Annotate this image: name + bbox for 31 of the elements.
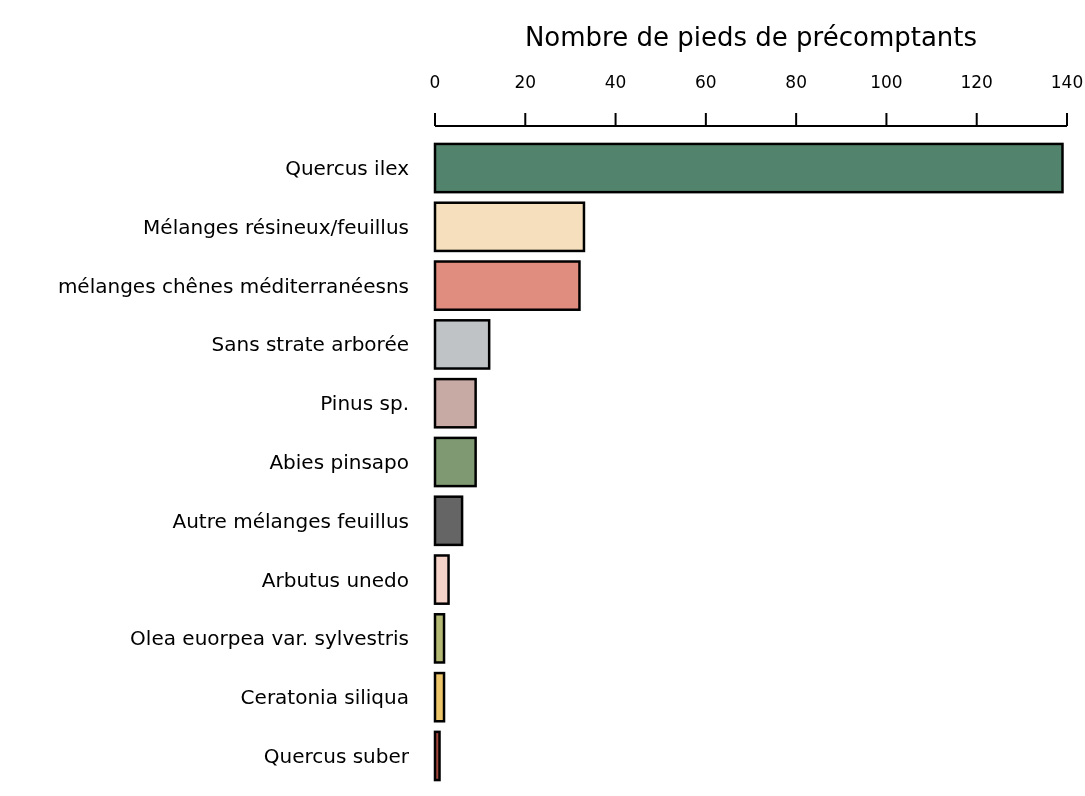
- x-tick-label: 120: [960, 72, 993, 92]
- y-tick-label: Pinus sp.: [320, 391, 409, 416]
- bar: [433, 260, 581, 311]
- y-tick-label: Quercus ilex: [285, 156, 410, 181]
- x-tick-label: 60: [695, 72, 717, 92]
- y-tick-label: Autre mélanges feuillus: [172, 508, 409, 533]
- bar: [433, 554, 450, 605]
- bar: [433, 671, 446, 723]
- y-tick-label: Mélanges résineux/feuillus: [143, 214, 409, 239]
- y-tick-label: Quercus suber: [263, 743, 410, 768]
- y-tick-label: Olea euorpea var. sylvestris: [130, 626, 409, 651]
- x-tick-label: 100: [870, 72, 903, 92]
- x-tick-label: 40: [604, 72, 627, 92]
- bar: [433, 495, 464, 547]
- x-tick-label: 80: [785, 72, 807, 92]
- bar: [433, 613, 446, 664]
- bar: [433, 201, 586, 253]
- y-tick-label: Arbutus unedo: [261, 567, 409, 592]
- x-tick-label: 140: [1050, 72, 1084, 92]
- x-tick-label: 0: [429, 72, 441, 92]
- y-tick-label: mélanges chênes méditerranéesns: [57, 273, 409, 298]
- bar: [433, 730, 441, 782]
- chart-title: Nombre de pieds de précomptants: [524, 22, 978, 52]
- bar: [433, 377, 477, 429]
- bar: [433, 319, 491, 370]
- y-tick-label: Ceratonia siliqua: [240, 685, 409, 710]
- bar: [433, 142, 1064, 194]
- y-tick-label: Sans strate arborée: [211, 332, 409, 357]
- bar: [433, 436, 477, 488]
- y-tick-label: Abies pinsapo: [269, 450, 409, 474]
- x-tick-label: 20: [514, 72, 537, 92]
